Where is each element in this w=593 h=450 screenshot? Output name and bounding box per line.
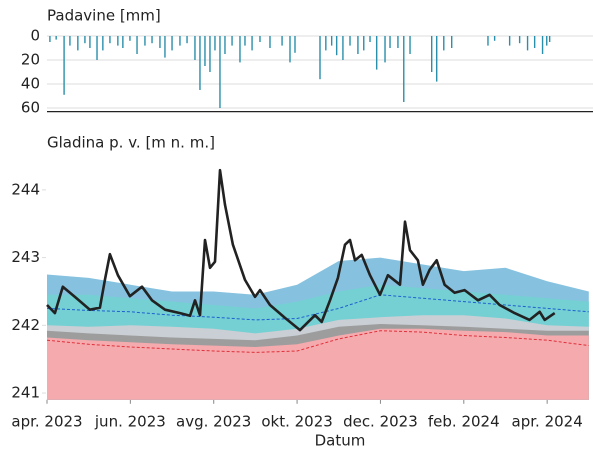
- y-tick-label: 242: [11, 316, 40, 334]
- bar: [369, 36, 371, 42]
- bar: [55, 36, 57, 40]
- level-line: [46, 168, 556, 332]
- bar: [102, 36, 104, 51]
- bar: [518, 36, 521, 44]
- bar: [384, 36, 386, 63]
- y-tick-label: 40: [21, 75, 40, 93]
- bar: [443, 36, 445, 51]
- bar: [224, 36, 226, 54]
- bar: [179, 36, 181, 46]
- bar: [281, 36, 283, 46]
- bar: [431, 36, 433, 72]
- x-tick-label: apr. 2023: [11, 412, 82, 430]
- x-tick-label: feb. 2024: [428, 412, 500, 430]
- bar: [159, 36, 161, 48]
- bar: [403, 36, 405, 102]
- bar: [164, 36, 166, 58]
- bar: [294, 36, 296, 53]
- bar: [335, 36, 338, 56]
- bar: [251, 36, 253, 51]
- bar: [63, 36, 65, 95]
- bar: [330, 36, 333, 46]
- bar: [122, 36, 124, 48]
- bar: [136, 36, 138, 54]
- bar: [151, 36, 153, 44]
- bar: [89, 36, 91, 48]
- bar: [259, 36, 261, 42]
- reference-line: [46, 330, 589, 353]
- bar: [325, 36, 327, 51]
- bar: [194, 36, 196, 60]
- chart-title: Gladina p. v. [m n. m.]: [47, 134, 215, 152]
- y-tick-label: 241: [11, 384, 40, 402]
- bar: [77, 36, 79, 51]
- x-axis-label: Datum: [315, 431, 366, 449]
- y-tick-label: 60: [21, 99, 40, 117]
- bar: [508, 36, 511, 46]
- bar: [375, 36, 378, 70]
- bar: [69, 36, 71, 46]
- x-tick-label: apr. 2024: [512, 412, 583, 430]
- bar: [239, 36, 241, 63]
- x-tick-label: dec. 2023: [343, 412, 418, 430]
- bar: [397, 36, 399, 48]
- bar: [269, 36, 271, 48]
- area-band: [47, 328, 589, 400]
- bar: [357, 36, 359, 54]
- bar: [244, 36, 246, 46]
- bar: [231, 36, 233, 46]
- bar: [409, 36, 411, 54]
- x-tick-label: jun. 2023: [94, 412, 166, 430]
- chart-title: Padavine [mm]: [47, 7, 161, 25]
- bar: [214, 36, 216, 51]
- bar: [49, 36, 51, 42]
- bar: [319, 36, 321, 80]
- bar: [96, 36, 98, 60]
- bar: [171, 36, 173, 51]
- bar: [389, 36, 391, 48]
- bar: [526, 36, 529, 51]
- y-tick-label: 20: [21, 51, 40, 69]
- bar: [363, 36, 365, 51]
- bar: [84, 36, 86, 44]
- bar: [289, 36, 291, 63]
- bar: [109, 36, 111, 44]
- bar: [117, 36, 119, 46]
- bar: [493, 36, 496, 41]
- bar: [186, 36, 188, 44]
- bar: [144, 36, 146, 46]
- bar: [541, 36, 544, 54]
- y-tick-label: 244: [11, 180, 40, 198]
- bar: [209, 36, 211, 72]
- bar: [451, 36, 453, 48]
- bar: [129, 36, 131, 41]
- x-tick-label: avg. 2023: [176, 412, 251, 430]
- bar: [533, 36, 536, 48]
- bar: [349, 36, 351, 46]
- bar: [342, 36, 344, 60]
- bar: [199, 36, 201, 90]
- bar: [487, 36, 489, 46]
- y-tick-label: 0: [30, 27, 40, 45]
- bar: [204, 36, 206, 66]
- x-tick-label: okt. 2023: [261, 412, 332, 430]
- bar: [546, 36, 548, 46]
- y-tick-label: 243: [11, 248, 40, 266]
- bar: [436, 36, 438, 82]
- bar: [548, 36, 551, 42]
- bar: [219, 36, 221, 108]
